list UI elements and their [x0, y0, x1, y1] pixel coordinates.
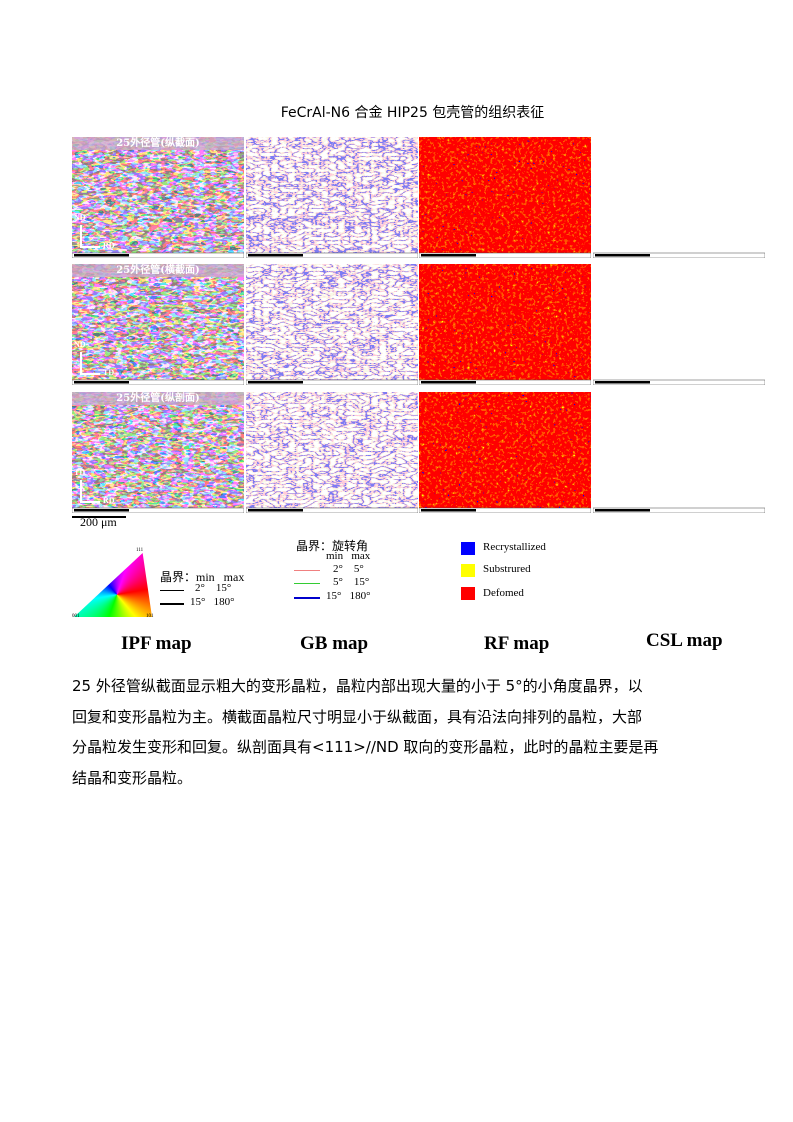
gb-legend-row: 5° 15°	[333, 576, 370, 588]
legend-line	[294, 597, 320, 599]
panel-label: 25外径管(横截面)	[72, 264, 244, 277]
map-image	[71, 264, 245, 386]
rf-legend-label: Recrystallized	[483, 541, 546, 553]
ipf-corner: 101	[146, 614, 154, 619]
micrograph: 25外径管(纵剖面) TD RD	[71, 392, 245, 514]
ipf-corner: 111	[136, 548, 144, 553]
rf-swatch	[461, 587, 475, 600]
gb-legend-header: 晶界：旋转角	[296, 539, 369, 553]
micrograph: 25外径管(纵截面) ND RD	[71, 137, 245, 259]
axis-label: ND	[74, 340, 86, 349]
micrograph	[418, 392, 592, 514]
ipf-corner: 001	[72, 614, 80, 619]
micrograph: 25外径管(横截面) ND TD	[71, 264, 245, 386]
micrograph	[245, 392, 419, 514]
map-image	[592, 137, 766, 259]
caption: GB map	[300, 633, 369, 654]
map-image	[71, 392, 245, 514]
micrograph	[592, 137, 766, 259]
paragraph-line: 结晶和变形晶粒。	[72, 769, 193, 787]
legend-line	[160, 603, 184, 605]
micrograph	[418, 264, 592, 386]
ipf-triangle	[74, 553, 152, 617]
panel-label: 25外径管(纵截面)	[72, 137, 244, 150]
micrograph	[245, 264, 419, 386]
ipf-legend-row: 15° 180°	[190, 596, 235, 608]
axis-label: TD	[74, 468, 86, 477]
map-image	[245, 264, 419, 386]
paragraph-line: 分晶粒发生变形和回复。纵剖面具有<111>//ND 取向的变形晶粒，此时的晶粒主…	[72, 738, 659, 756]
axis-arrow	[80, 225, 82, 247]
caption: RF map	[484, 633, 550, 654]
map-image	[592, 264, 766, 386]
panel-label: 25外径管(纵剖面)	[72, 392, 244, 405]
ipf-legend-header: 晶界：min max	[160, 570, 245, 584]
axis-arrow	[80, 501, 100, 503]
axis-arrow	[80, 373, 100, 375]
micrograph	[245, 137, 419, 259]
map-image	[71, 137, 245, 259]
micrograph	[592, 264, 766, 386]
axis-arrow	[80, 480, 82, 502]
legend-line	[294, 583, 320, 584]
legend-line	[160, 590, 184, 591]
rf-legend-label: Defomed	[483, 587, 524, 599]
rf-legend-label: Substrured	[483, 563, 531, 575]
axis-arrow	[80, 246, 100, 248]
axis-label: RD	[103, 241, 115, 250]
axis-label: RD	[103, 496, 115, 505]
rf-swatch	[461, 542, 475, 555]
axis-label: ND	[74, 213, 86, 222]
map-image	[245, 392, 419, 514]
map-image	[418, 392, 592, 514]
map-image	[592, 392, 766, 514]
legend-line	[294, 570, 320, 571]
scale-bar	[72, 516, 126, 518]
scale-label: 200 μm	[80, 515, 117, 529]
caption: CSL map	[646, 630, 723, 651]
axis-arrow	[80, 352, 82, 374]
gb-legend-subheader: min max	[326, 550, 371, 562]
paragraph-line: 25 外径管纵截面显示粗大的变形晶粒，晶粒内部出现大量的小于 5°的小角度晶界，…	[72, 677, 643, 695]
axis-label: TD	[103, 368, 115, 377]
map-image	[418, 264, 592, 386]
micrograph	[418, 137, 592, 259]
rf-swatch	[461, 564, 475, 577]
gb-legend-row: 2° 5°	[333, 563, 364, 575]
caption: IPF map	[121, 633, 192, 654]
document-title: FeCrAl-N6 合金 HIP25 包壳管的组织表征	[280, 105, 545, 121]
map-image	[418, 137, 592, 259]
micrograph	[592, 392, 766, 514]
map-image	[245, 137, 419, 259]
paragraph-line: 回复和变形晶粒为主。横截面晶粒尺寸明显小于纵截面，具有沿法向排列的晶粒，大部	[72, 708, 643, 726]
ipf-legend-row: 2° 15°	[195, 582, 232, 594]
gb-legend-row: 15° 180°	[326, 590, 371, 602]
